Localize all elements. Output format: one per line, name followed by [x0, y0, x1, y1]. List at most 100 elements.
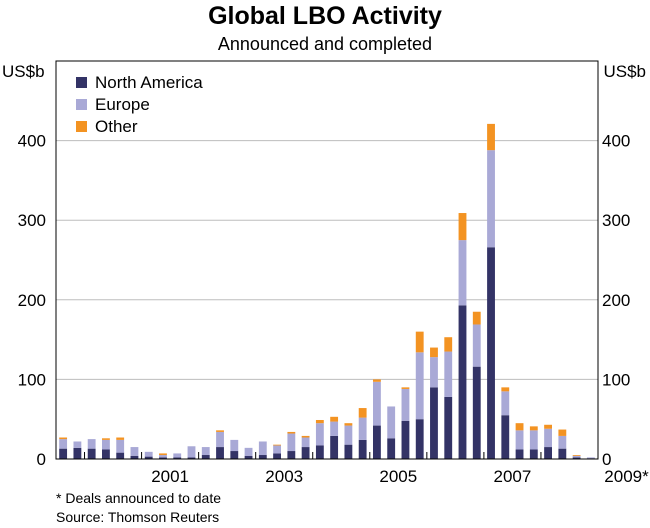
- bar-other: [458, 213, 467, 241]
- bar-north-america: [287, 451, 296, 459]
- bar-north-america: [87, 448, 96, 459]
- bar-europe: [159, 455, 167, 458]
- y-tick-label-left: 0: [37, 450, 46, 469]
- bar-other: [101, 438, 110, 440]
- bar-other: [529, 426, 538, 431]
- bar-north-america: [216, 447, 224, 459]
- bar-europe: [201, 447, 210, 456]
- plot-frame: [55, 60, 599, 460]
- y-tick-label-left: 100: [18, 370, 46, 389]
- legend-swatch: [76, 99, 87, 110]
- x-tick-marks: [84, 452, 599, 459]
- bar-europe: [529, 430, 538, 450]
- bar-north-america: [315, 445, 324, 459]
- bar-europe: [73, 441, 82, 448]
- bars: [59, 123, 595, 459]
- gridlines: [56, 140, 598, 380]
- bar-other: [344, 423, 353, 426]
- y-tick-label-right: 100: [602, 370, 630, 389]
- x-tick-labels: 2001 2003 2005 2007 2009*: [151, 467, 649, 486]
- bar-other: [544, 424, 553, 429]
- bar-europe: [401, 388, 410, 421]
- bar-europe: [387, 406, 396, 439]
- bar-other: [515, 423, 524, 431]
- y-tick-label-right: 400: [602, 132, 630, 151]
- bar-north-america: [529, 449, 538, 459]
- legend-swatch: [76, 77, 87, 88]
- bar-north-america: [116, 452, 125, 459]
- bar-north-america: [301, 447, 310, 459]
- bar-other: [372, 379, 381, 382]
- bar-other: [330, 416, 339, 422]
- bar-other: [501, 387, 510, 392]
- bar-other: [116, 437, 125, 440]
- bar-other: [572, 455, 581, 456]
- bar-north-america: [444, 396, 453, 459]
- bar-other: [358, 408, 367, 418]
- bar-north-america: [472, 366, 481, 459]
- bar-north-america: [230, 451, 239, 459]
- source-note: Source: Thomson Reuters: [56, 509, 220, 525]
- x-tick-label: 2005: [379, 467, 417, 486]
- x-tick-label: 2009*: [604, 467, 649, 486]
- bar-europe: [415, 352, 424, 420]
- bar-europe: [258, 441, 267, 456]
- bar-other: [472, 311, 481, 325]
- bar-other: [487, 123, 495, 151]
- bar-north-america: [344, 444, 353, 459]
- bar-europe: [287, 433, 296, 452]
- bar-europe: [430, 357, 438, 388]
- legend: North America Europe Other: [76, 73, 203, 136]
- bar-north-america: [358, 439, 367, 459]
- bar-europe: [458, 240, 467, 306]
- bar-north-america: [330, 435, 339, 459]
- bar-europe: [444, 351, 453, 397]
- legend-label: Other: [95, 117, 138, 136]
- bar-europe: [230, 439, 239, 452]
- y-tick-labels: 0 0 100 100 200 200 300 300 400 400: [18, 132, 631, 469]
- bar-europe: [301, 437, 310, 448]
- bar-north-america: [73, 447, 82, 459]
- y-axis-unit-right: US$b: [603, 62, 646, 81]
- bar-europe: [101, 439, 110, 450]
- bar-europe: [472, 324, 481, 367]
- bar-north-america: [558, 448, 567, 459]
- bar-north-america: [430, 387, 438, 459]
- bar-europe: [173, 453, 182, 458]
- bar-europe: [515, 430, 524, 450]
- bar-north-america: [515, 449, 524, 459]
- bar-other: [430, 347, 438, 358]
- bar-europe: [544, 428, 553, 448]
- bar-other: [59, 437, 68, 440]
- bar-north-america: [130, 455, 139, 459]
- bar-europe: [216, 431, 224, 448]
- bar-north-america: [159, 457, 167, 459]
- x-tick-label: 2007: [494, 467, 532, 486]
- bar-other: [159, 453, 167, 456]
- chart-title: Global LBO Activity: [208, 2, 442, 30]
- bar-europe: [558, 435, 567, 449]
- bar-north-america: [173, 457, 182, 459]
- bar-north-america: [101, 449, 110, 459]
- bar-north-america: [387, 438, 396, 459]
- bar-europe: [344, 425, 353, 445]
- bar-europe: [144, 451, 153, 457]
- bar-europe: [130, 447, 139, 456]
- bar-north-america: [258, 455, 267, 459]
- bar-other: [273, 444, 282, 446]
- bar-europe: [315, 423, 324, 446]
- bar-other: [415, 331, 424, 353]
- bar-north-america: [244, 455, 253, 459]
- bar-other: [315, 419, 324, 424]
- bar-north-america: [544, 447, 553, 459]
- bar-europe: [501, 391, 510, 416]
- y-tick-label-left: 400: [18, 132, 46, 151]
- bar-north-america: [59, 448, 68, 459]
- bar-europe: [358, 417, 367, 440]
- bar-north-america: [201, 455, 210, 459]
- legend-label: Europe: [95, 95, 150, 114]
- bar-europe: [59, 439, 68, 449]
- bar-north-america: [572, 457, 581, 459]
- y-axis-unit-left: US$b: [2, 62, 45, 81]
